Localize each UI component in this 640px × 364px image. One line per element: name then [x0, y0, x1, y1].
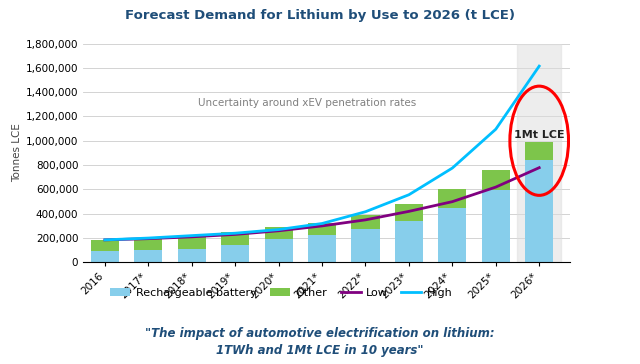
Bar [482, 190, 510, 262]
Bar [91, 240, 119, 251]
Bar [264, 228, 292, 239]
Text: Uncertainty around xEV penetration rates: Uncertainty around xEV penetration rates [198, 98, 416, 108]
Bar [221, 232, 250, 245]
Bar [134, 239, 163, 250]
Legend: Rechargeable battery, Other, Low, High: Rechargeable battery, Other, Low, High [106, 283, 457, 302]
Bar [351, 215, 380, 229]
Bar [178, 249, 206, 262]
Bar [351, 229, 380, 262]
Bar [438, 208, 467, 262]
Text: Forecast Demand for Lithium by Use to 2026 (t LCE): Forecast Demand for Lithium by Use to 20… [125, 9, 515, 22]
Bar [134, 250, 163, 262]
Bar [482, 170, 510, 190]
Text: "The impact of automotive electrification on lithium:
1TWh and 1Mt LCE in 10 yea: "The impact of automotive electrificatio… [145, 327, 495, 357]
Bar [178, 236, 206, 249]
Bar [308, 223, 336, 236]
Text: 1Mt LCE: 1Mt LCE [514, 130, 564, 140]
Bar [395, 205, 423, 221]
Bar [395, 221, 423, 262]
Bar [264, 239, 292, 262]
Bar [518, 44, 561, 262]
Y-axis label: Tonnes LCE: Tonnes LCE [12, 123, 22, 182]
Bar [221, 245, 250, 262]
Bar [438, 189, 467, 208]
Bar [525, 142, 554, 160]
Bar [91, 251, 119, 262]
Bar [525, 160, 554, 262]
Bar [308, 236, 336, 262]
